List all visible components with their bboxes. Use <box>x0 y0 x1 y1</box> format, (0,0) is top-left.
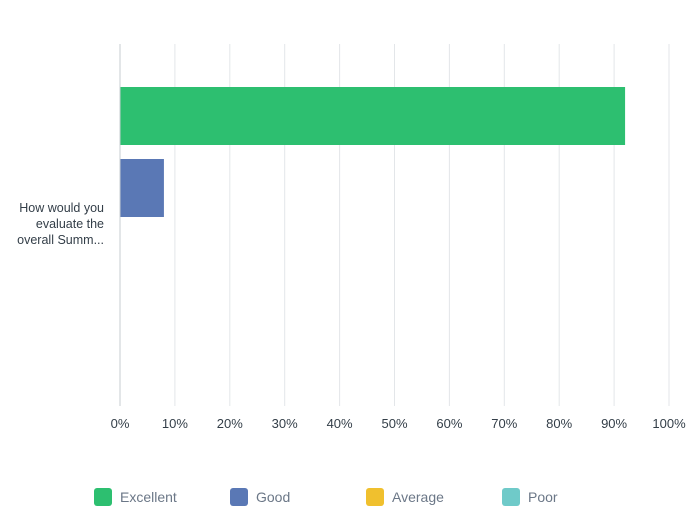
x-tick-label: 30% <box>272 416 298 431</box>
legend-item-good[interactable]: Good <box>230 487 290 507</box>
legend-swatch-average <box>366 488 384 506</box>
x-tick-label: 0% <box>111 416 130 431</box>
bars <box>120 87 626 217</box>
x-tick-labels: 0% 10% 20% 30% 40% 50% 60% 70% 80% 90% 100% <box>111 416 686 431</box>
x-tick-label: 40% <box>327 416 353 431</box>
bar-good <box>120 159 164 217</box>
legend-label-average: Average <box>392 489 444 505</box>
legend-item-poor[interactable]: Poor <box>502 487 558 507</box>
legend: Excellent Good Average Poor <box>0 487 697 509</box>
legend-swatch-excellent <box>94 488 112 506</box>
x-tick-label: 100% <box>652 416 686 431</box>
x-tick-label: 50% <box>381 416 407 431</box>
x-tick-label: 20% <box>217 416 243 431</box>
legend-label-good: Good <box>256 489 291 505</box>
legend-item-excellent[interactable]: Excellent <box>94 487 177 507</box>
legend-label-excellent: Excellent <box>120 489 177 505</box>
legend-label-poor: Poor <box>528 489 558 505</box>
x-tick-label: 70% <box>491 416 517 431</box>
bar-excellent <box>120 87 626 145</box>
x-tick-label: 10% <box>162 416 188 431</box>
category-label: How would you evaluate the overall Summ.… <box>17 201 104 247</box>
legend-swatch-poor <box>502 488 520 506</box>
x-tick-label: 60% <box>436 416 462 431</box>
x-tick-label: 80% <box>546 416 572 431</box>
x-tick-label: 90% <box>601 416 627 431</box>
chart-plot: 0% 10% 20% 30% 40% 50% 60% 70% 80% 90% 100% <box>111 44 686 431</box>
legend-swatch-good <box>230 488 248 506</box>
legend-item-average[interactable]: Average <box>366 487 444 507</box>
